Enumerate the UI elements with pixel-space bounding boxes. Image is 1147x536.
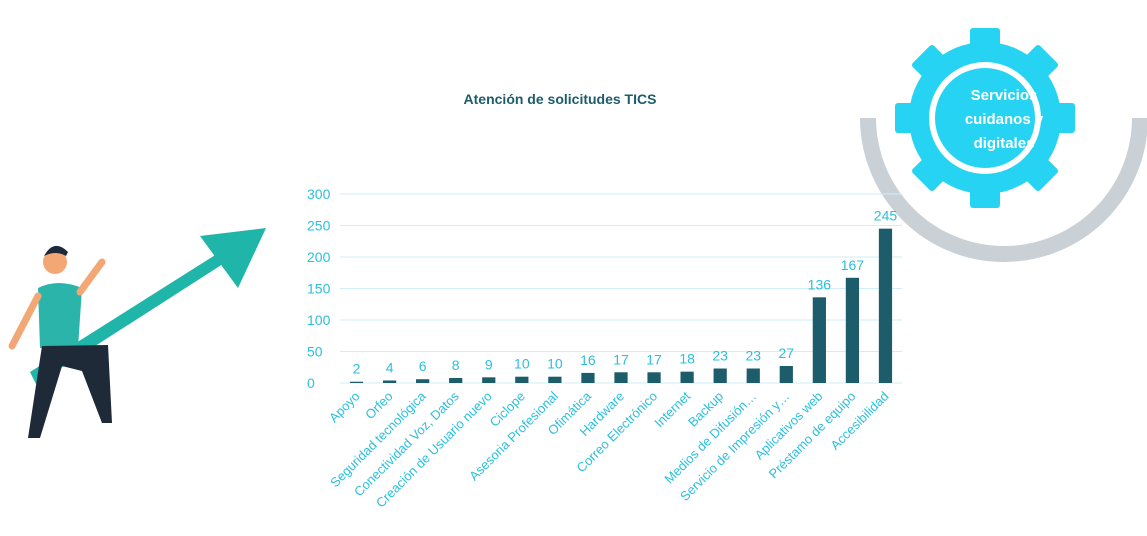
bar (879, 229, 892, 383)
value-label: 17 (613, 351, 629, 367)
x-tick-label: Internet (651, 388, 693, 430)
value-label: 16 (580, 352, 596, 368)
value-label: 23 (745, 348, 761, 364)
bar (747, 369, 760, 383)
bar (350, 382, 363, 383)
value-label: 8 (452, 357, 460, 373)
bar (846, 278, 859, 383)
badge-line: Servicios (971, 87, 1038, 104)
bar (548, 377, 561, 383)
bar (614, 372, 627, 383)
y-tick-label: 0 (307, 375, 315, 391)
value-label: 9 (485, 356, 493, 372)
bar (813, 297, 826, 383)
y-tick-label: 250 (307, 218, 331, 234)
value-label: 4 (386, 359, 394, 375)
bar (383, 380, 396, 383)
value-label: 6 (419, 358, 427, 374)
value-label: 17 (646, 351, 662, 367)
badge-line: digitales (974, 135, 1035, 152)
bar (581, 373, 594, 383)
value-label: 18 (679, 351, 695, 367)
bar (780, 366, 793, 383)
bar (681, 372, 694, 383)
value-label: 23 (712, 348, 728, 364)
y-tick-label: 300 (307, 186, 331, 202)
value-label: 2 (353, 361, 361, 377)
chart-title: Atención de solicitudes TICS (464, 91, 657, 107)
value-label: 136 (808, 276, 832, 292)
badge-line: cuidanos y (965, 111, 1044, 128)
y-tick-label: 200 (307, 249, 331, 265)
y-tick-label: 150 (307, 281, 331, 297)
y-tick-label: 100 (307, 312, 331, 328)
bar (515, 377, 528, 383)
value-label: 10 (547, 356, 563, 372)
value-label: 10 (514, 356, 530, 372)
bar (647, 372, 660, 383)
bar (449, 378, 462, 383)
value-label: 167 (841, 257, 865, 273)
x-tick-label: Apoyo (326, 389, 363, 426)
value-label: 27 (779, 345, 795, 361)
bar (416, 379, 429, 383)
bar (482, 377, 495, 383)
slide: Servicios cuidanos y digitales Atención … (0, 0, 1147, 536)
bar (714, 369, 727, 383)
y-tick-label: 50 (307, 344, 323, 360)
plot-area: 0501001502002503002Apoyo4Orfeo6Seguridad… (307, 186, 902, 511)
value-label: 245 (874, 208, 898, 224)
